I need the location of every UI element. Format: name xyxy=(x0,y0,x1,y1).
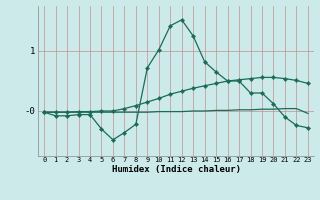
X-axis label: Humidex (Indice chaleur): Humidex (Indice chaleur) xyxy=(111,165,241,174)
